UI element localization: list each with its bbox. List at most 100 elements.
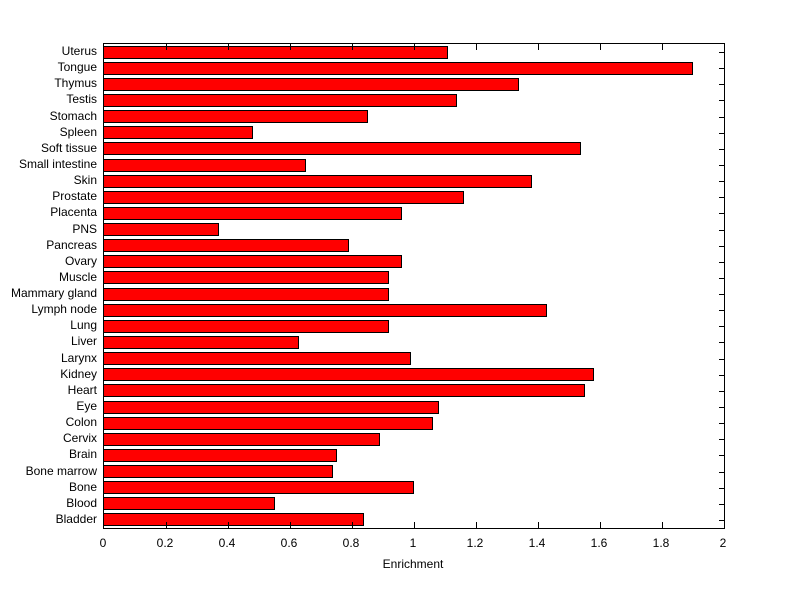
y-tick-mark [719, 374, 724, 376]
x-tick-mark-top [227, 44, 229, 50]
x-tick-label: 0.8 [342, 536, 360, 550]
x-tick-mark-bottom [661, 522, 663, 528]
bar [104, 481, 414, 495]
y-tick-mark [719, 310, 724, 312]
y-tick-mark [719, 423, 724, 425]
category-label: Ovary [64, 253, 97, 268]
bar [104, 223, 219, 237]
y-tick-mark [719, 342, 724, 344]
y-tick-mark [719, 487, 724, 489]
category-label: Eye [76, 399, 97, 413]
category-label: Thymus [54, 76, 97, 91]
bar [104, 206, 402, 220]
bar [104, 352, 411, 366]
bar [104, 61, 693, 75]
category-label: Prostate [52, 189, 97, 204]
x-tick-mark-top [289, 44, 291, 50]
category-label: Liver [70, 334, 97, 349]
y-tick-mark [719, 213, 724, 215]
x-tick-label: 0.4 [218, 536, 236, 550]
category-label: Heart [67, 382, 97, 397]
y-tick-mark [719, 84, 724, 86]
bar [104, 158, 306, 172]
y-tick-mark [719, 165, 724, 166]
y-tick-mark [719, 519, 724, 521]
y-tick-mark [719, 68, 724, 70]
y-tick-mark [719, 100, 724, 102]
y-tick-mark [719, 148, 724, 150]
category-label: Cervix [62, 431, 97, 446]
bar [104, 513, 365, 527]
x-tick-mark-top [661, 44, 663, 50]
category-label: Soft tissue [40, 140, 97, 155]
y-tick-mark [719, 261, 724, 263]
category-label: Tongue [57, 60, 97, 75]
category-label: Kidney [60, 366, 97, 381]
y-tick-mark [719, 197, 724, 199]
bar [104, 142, 582, 156]
y-tick-mark [719, 116, 724, 118]
x-tick-label: 2 [719, 536, 727, 550]
category-label: Muscle [58, 269, 97, 284]
plot-area [103, 43, 725, 529]
y-tick-mark [719, 503, 724, 505]
category-label: Uterus [61, 44, 97, 59]
bar [104, 239, 349, 253]
category-label: Spleen [59, 124, 97, 139]
y-tick-mark [719, 439, 724, 441]
x-tick-label: 0 [99, 536, 107, 550]
x-tick-label: 1 [409, 536, 417, 550]
category-label: Bladder [55, 511, 97, 526]
bar [104, 174, 532, 188]
x-tick-mark-bottom [165, 522, 167, 528]
category-label: Placenta [50, 205, 97, 220]
category-label: Testis [66, 92, 97, 107]
y-tick-mark [719, 471, 724, 473]
category-label: Larynx [60, 350, 97, 365]
y-tick-mark [719, 229, 724, 231]
y-tick-mark [719, 245, 724, 247]
bar [104, 465, 334, 479]
y-tick-mark [719, 358, 724, 360]
y-tick-mark [719, 455, 724, 457]
x-tick-mark-top [537, 44, 539, 50]
bar [104, 255, 402, 269]
x-tick-mark-top [413, 44, 415, 50]
x-tick-label: 1.6 [590, 536, 608, 550]
bar [104, 432, 380, 446]
x-tick-label: 1.8 [652, 536, 670, 550]
y-tick-mark [719, 294, 724, 296]
x-tick-mark-bottom [227, 522, 229, 528]
category-label: Brain [68, 447, 97, 462]
category-label: Bone marrow [25, 463, 97, 478]
category-label: Lymph node [31, 302, 97, 317]
x-tick-mark-bottom [289, 522, 291, 528]
bar [104, 448, 337, 462]
bar [104, 368, 594, 382]
x-tick-label: 0.6 [280, 536, 298, 550]
bar [104, 319, 390, 333]
x-tick-label: 1.2 [466, 536, 484, 550]
x-tick-mark-top [351, 44, 353, 50]
bar [104, 126, 253, 140]
category-label: Colon [65, 415, 97, 430]
y-tick-mark [719, 407, 724, 408]
category-label: Blood [66, 495, 97, 510]
bar [104, 271, 390, 285]
bar [104, 93, 458, 107]
x-tick-label: 0.2 [156, 536, 174, 550]
x-tick-mark-bottom [351, 522, 353, 528]
category-label: Stomach [49, 108, 97, 123]
x-axis-title: Enrichment [382, 557, 444, 571]
x-tick-mark-bottom [537, 522, 539, 528]
bar [104, 400, 439, 414]
bar [104, 190, 464, 204]
x-tick-mark-bottom [475, 522, 477, 528]
x-tick-mark-top [475, 44, 477, 50]
y-tick-mark [719, 181, 724, 183]
bar [104, 45, 449, 59]
category-label: Bone [68, 479, 97, 494]
bar [104, 416, 433, 430]
y-tick-mark [719, 52, 724, 54]
